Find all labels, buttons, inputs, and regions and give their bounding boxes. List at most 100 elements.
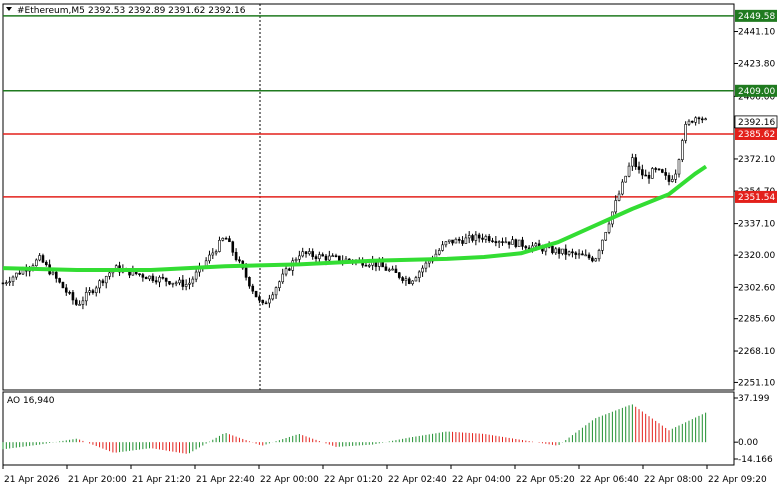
candle-body <box>91 290 95 293</box>
candle-body <box>228 238 231 243</box>
candle-body <box>34 259 38 267</box>
candle-body <box>444 241 448 246</box>
candle-body <box>11 276 15 282</box>
ao-frame <box>2 391 735 466</box>
candle-body <box>644 174 647 177</box>
candle-body <box>457 238 461 241</box>
candle-body <box>571 251 574 254</box>
candle-body <box>567 251 571 255</box>
candle-body <box>164 277 168 282</box>
candle-body <box>284 268 288 275</box>
candle-body <box>484 236 488 240</box>
candle-body <box>451 239 454 244</box>
candle-body <box>474 234 478 241</box>
candle-body <box>511 239 514 245</box>
candle-body <box>601 239 604 251</box>
candle-body <box>318 254 321 259</box>
candle-body <box>328 255 331 261</box>
candle-body <box>584 254 588 257</box>
candle-body <box>44 261 48 266</box>
y-tick-label: 2251.10 <box>738 378 775 388</box>
x-tick-label: 22 Apr 02:40 <box>388 475 447 485</box>
collapse-icon <box>6 7 12 11</box>
candle-body <box>334 255 338 257</box>
current-price-badge <box>734 115 778 129</box>
candle-body <box>631 157 634 167</box>
candle-body <box>497 241 501 244</box>
candle-body <box>421 267 424 273</box>
candle-body <box>424 262 428 269</box>
candle-body <box>154 280 158 283</box>
candle-body <box>278 281 281 288</box>
level-badge <box>735 84 777 97</box>
candle-body <box>534 243 538 247</box>
ao-tick-label: -14.166 <box>738 455 773 465</box>
level-label: 2409.00 <box>738 87 775 97</box>
candle-body <box>71 292 75 301</box>
candle-body <box>651 168 654 179</box>
candle-body <box>464 237 468 244</box>
candle-body <box>417 271 421 278</box>
candle-body <box>391 268 394 271</box>
candle-body <box>104 275 108 284</box>
y-tick-label: 2441.10 <box>738 28 775 38</box>
candle-body <box>641 169 644 176</box>
candle-body <box>647 174 651 179</box>
candle-body <box>174 282 178 285</box>
candle-body <box>591 257 594 262</box>
ao-label: AO 16,940 <box>7 396 55 406</box>
candle-body <box>161 276 165 279</box>
x-tick-label: 22 Apr 00:00 <box>260 475 319 485</box>
x-tick-label: 22 Apr 09:20 <box>708 475 767 485</box>
candle-body <box>168 281 171 285</box>
candle-body <box>18 272 21 275</box>
candle-body <box>551 245 554 254</box>
y-tick-label: 2423.80 <box>738 59 775 69</box>
candle-body <box>238 259 241 262</box>
level-label: 2385.62 <box>738 130 775 140</box>
candle-body <box>691 120 694 123</box>
candle-body <box>144 277 148 280</box>
x-tick-label: 21 Apr 2026 <box>4 475 60 485</box>
y-tick-label: 2320.00 <box>738 251 775 261</box>
candle-body <box>254 290 258 298</box>
candle-body <box>178 279 181 284</box>
candle-body <box>1 282 5 285</box>
candle-body <box>364 264 368 267</box>
candle-body <box>681 140 684 160</box>
x-axis: 21 Apr 2026 21 Apr 20:00 21 Apr 21:20 21 Ap… <box>2 465 767 485</box>
y-tick-label: 2302.60 <box>738 283 775 293</box>
x-tick-label: 22 Apr 04:00 <box>452 475 511 485</box>
candle-body <box>521 239 524 247</box>
candle-body <box>387 269 391 272</box>
candle-body <box>447 239 451 243</box>
candle-body <box>41 255 45 263</box>
candle-body <box>481 237 484 240</box>
candle-body <box>607 223 611 233</box>
candle-body <box>271 294 275 300</box>
candle-body <box>491 240 494 243</box>
x-tick-label: 21 Apr 22:40 <box>196 475 255 485</box>
candle-body <box>677 159 681 175</box>
candle-body <box>314 256 318 259</box>
candle-body <box>524 246 528 249</box>
candle-body <box>221 237 225 241</box>
level-badge <box>735 127 777 140</box>
candle-body <box>437 250 441 255</box>
candle-body <box>301 251 305 257</box>
candle-body <box>501 241 504 243</box>
candle-body <box>191 278 195 284</box>
candle-body <box>627 165 631 177</box>
candle-body <box>454 238 458 244</box>
ao-tick-label: 0.00 <box>738 438 758 448</box>
candle-body <box>514 239 518 247</box>
candle-body <box>401 277 404 281</box>
x-tick-label: 22 Apr 01:20 <box>324 475 383 485</box>
y-tick-label: 2337.10 <box>738 220 775 230</box>
candle-body <box>477 234 481 239</box>
candle-body <box>704 118 707 121</box>
candle-body <box>597 250 601 260</box>
candle-body <box>204 260 208 267</box>
candle-body <box>694 117 697 123</box>
candle-body <box>467 235 471 239</box>
